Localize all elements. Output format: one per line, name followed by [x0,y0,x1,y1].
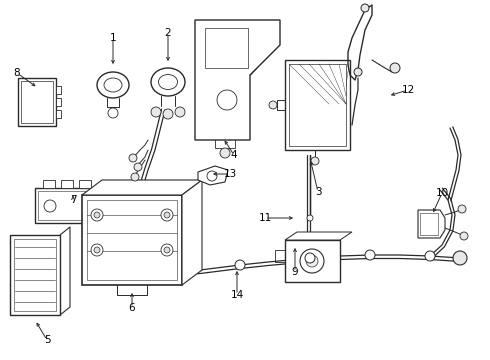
Polygon shape [182,180,202,285]
Text: 7: 7 [70,195,76,205]
Bar [79,180,91,188]
Polygon shape [418,210,445,238]
Circle shape [305,253,315,263]
Circle shape [458,205,466,213]
Text: 10: 10 [436,188,448,198]
Text: 1: 1 [110,33,116,43]
Circle shape [94,247,100,253]
Circle shape [94,212,100,218]
Bar [61,180,73,188]
Circle shape [207,171,217,181]
Circle shape [390,63,400,73]
Circle shape [365,250,375,260]
Circle shape [129,154,137,162]
Bar [285,60,350,150]
Bar [289,64,346,146]
Text: 3: 3 [315,187,321,197]
Ellipse shape [104,78,122,92]
Text: 14: 14 [230,290,244,300]
Bar [87,200,177,280]
Circle shape [453,251,467,265]
Circle shape [161,244,173,256]
Circle shape [163,109,173,119]
Circle shape [91,244,103,256]
Text: 13: 13 [223,169,237,179]
Bar [21,81,53,123]
Bar [14,239,56,311]
Text: 12: 12 [401,85,415,95]
Circle shape [151,107,161,117]
Circle shape [220,148,230,158]
Bar [420,213,438,235]
Circle shape [91,209,103,221]
Bar [18,78,56,126]
Bar [35,188,105,223]
Text: 11: 11 [258,213,271,223]
Text: 5: 5 [44,335,50,345]
Bar [56,86,61,94]
Text: 8: 8 [14,68,20,78]
Text: 2: 2 [165,28,172,38]
Circle shape [217,90,237,110]
Circle shape [306,255,318,267]
Bar [38,191,102,220]
Circle shape [134,163,142,171]
Circle shape [131,173,139,181]
Polygon shape [285,232,352,240]
Text: 9: 9 [292,267,298,277]
Circle shape [425,251,435,261]
Circle shape [108,108,118,118]
Bar [43,180,55,188]
Circle shape [269,101,277,109]
Ellipse shape [151,68,185,96]
Bar [56,98,61,106]
Polygon shape [82,180,202,195]
Polygon shape [198,166,228,185]
Text: 6: 6 [129,303,135,313]
Circle shape [164,212,170,218]
Bar [82,195,182,285]
Circle shape [44,200,56,212]
Circle shape [307,215,313,221]
Circle shape [361,4,369,12]
Circle shape [164,247,170,253]
Bar [56,110,61,118]
Circle shape [175,107,185,117]
Circle shape [460,232,468,240]
Circle shape [311,157,319,165]
Bar [285,240,340,282]
Polygon shape [195,20,280,140]
Text: 4: 4 [231,150,237,160]
Circle shape [354,68,362,76]
Circle shape [161,209,173,221]
Ellipse shape [158,75,177,90]
Ellipse shape [97,72,129,98]
Bar [205,28,248,68]
Bar [10,235,60,315]
Circle shape [235,260,245,270]
Circle shape [300,249,324,273]
